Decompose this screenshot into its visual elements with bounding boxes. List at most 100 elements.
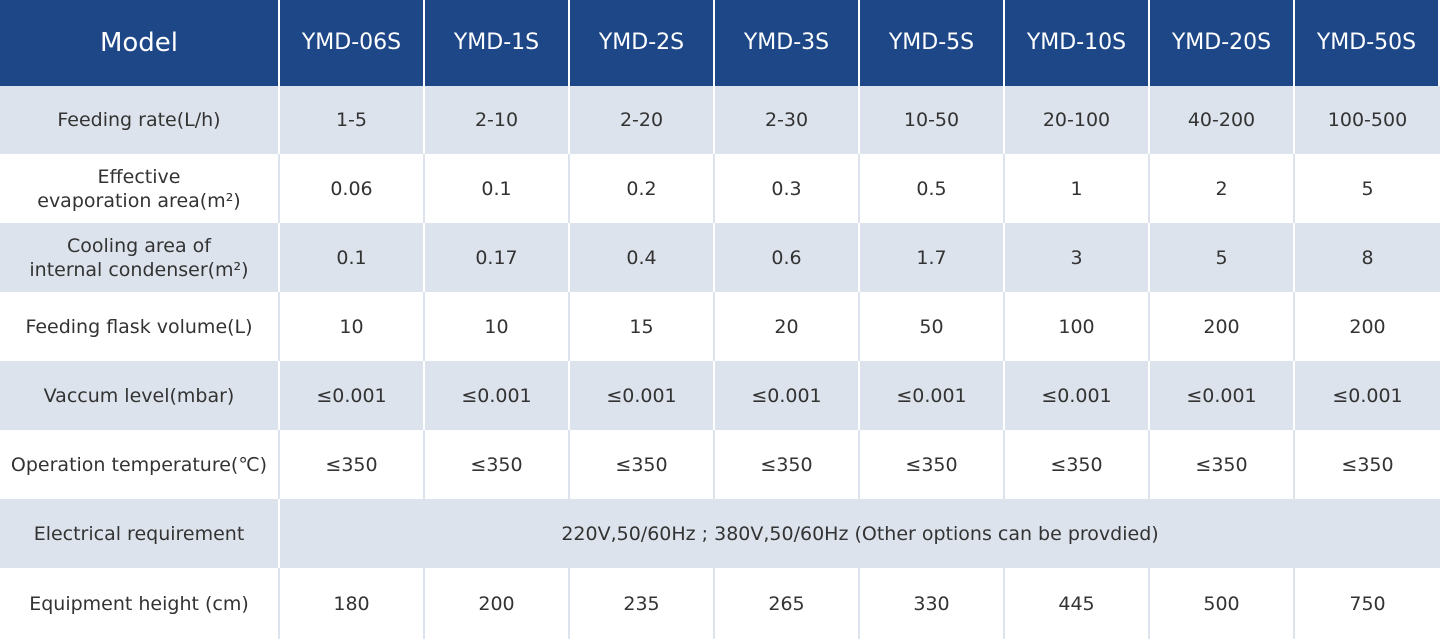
data-cell: 5 <box>1295 154 1440 223</box>
cell-value: 20-100 <box>1042 109 1111 131</box>
model-name: YMD-10S <box>1026 30 1127 55</box>
data-cell: ≤350 <box>1150 430 1295 499</box>
cell-value: 0.2 <box>626 177 657 200</box>
row-label: Operation temperature(℃) <box>10 453 268 476</box>
cell-value: 0.3 <box>771 177 802 200</box>
data-cell: 200 <box>1295 292 1440 361</box>
cell-value: 0.17 <box>475 246 518 269</box>
data-cell: ≤350 <box>860 430 1005 499</box>
data-cell: 0.5 <box>860 154 1005 223</box>
data-cell: 0.2 <box>570 154 715 223</box>
model-name: YMD-1S <box>453 30 540 55</box>
row-label-cell: Equipment height (cm) <box>0 568 280 639</box>
model-name: YMD-3S <box>743 30 830 55</box>
data-cell: 20-100 <box>1005 86 1150 154</box>
data-cell: ≤350 <box>425 430 570 499</box>
cell-value: 0.1 <box>481 177 512 200</box>
row-label: internal condenser(m²) <box>29 258 249 281</box>
cell-value: ≤0.001 <box>896 384 967 407</box>
data-cell: 235 <box>570 568 715 639</box>
cell-value: 2-10 <box>474 109 519 131</box>
data-cell: 750 <box>1295 568 1440 639</box>
data-cell: 15 <box>570 292 715 361</box>
cell-value: ≤0.001 <box>606 384 677 407</box>
data-cell: ≤0.001 <box>570 361 715 430</box>
data-cell: 500 <box>1150 568 1295 639</box>
cell-value: 2-30 <box>764 109 809 131</box>
cell-value: ≤350 <box>1341 453 1394 476</box>
cell-value: 1 <box>1070 177 1083 200</box>
data-cell: ≤0.001 <box>1150 361 1295 430</box>
header-cell: YMD-20S <box>1150 0 1295 86</box>
data-cell: 100-500 <box>1295 86 1440 154</box>
cell-value: 10-50 <box>903 109 960 131</box>
data-cell: 220V,50/60Hz ; 380V,50/60Hz (Other optio… <box>280 499 1440 568</box>
data-cell: 2-10 <box>425 86 570 154</box>
cell-value: 750 <box>1349 592 1386 615</box>
model-name: YMD-20S <box>1171 30 1272 55</box>
data-cell: 1-5 <box>280 86 425 154</box>
data-cell: 200 <box>1150 292 1295 361</box>
cell-value: 445 <box>1058 592 1095 615</box>
data-cell: 330 <box>860 568 1005 639</box>
data-cell: 180 <box>280 568 425 639</box>
data-cell: 3 <box>1005 223 1150 292</box>
cell-value: ≤0.001 <box>461 384 532 407</box>
data-cell: ≤0.001 <box>715 361 860 430</box>
data-cell: 0.06 <box>280 154 425 223</box>
row-label: Vaccum level(mbar) <box>43 384 235 407</box>
cell-value: 0.5 <box>916 177 947 200</box>
header-cell: YMD-1S <box>425 0 570 86</box>
cell-value: 0.6 <box>771 246 802 269</box>
header-cell: YMD-5S <box>860 0 1005 86</box>
header-cell: YMD-10S <box>1005 0 1150 86</box>
cell-value: 2-20 <box>619 109 664 131</box>
data-cell: ≤350 <box>715 430 860 499</box>
cell-value: 200 <box>478 592 515 615</box>
cell-value: 330 <box>913 592 950 615</box>
cell-value: 220V,50/60Hz ; 380V,50/60Hz (Other optio… <box>561 522 1159 545</box>
data-cell: 10 <box>425 292 570 361</box>
cell-value: 200 <box>1349 315 1386 338</box>
cell-value: ≤350 <box>1050 453 1103 476</box>
cell-value: ≤350 <box>760 453 813 476</box>
cell-value: 15 <box>629 315 654 338</box>
cell-value: ≤350 <box>470 453 523 476</box>
cell-value: 0.1 <box>336 246 367 269</box>
cell-value: 8 <box>1361 246 1374 269</box>
data-cell: 0.1 <box>280 223 425 292</box>
row-label-cell: Cooling area of internal condenser(m²) <box>0 223 280 292</box>
data-cell: 1.7 <box>860 223 1005 292</box>
row-label-cell: Vaccum level(mbar) <box>0 361 280 430</box>
row-label-cell: Electrical requirement <box>0 499 280 568</box>
cell-value: 20 <box>774 315 799 338</box>
cell-value: 2 <box>1215 177 1228 200</box>
cell-value: 0.06 <box>330 177 373 200</box>
data-cell: 0.17 <box>425 223 570 292</box>
cell-value: 100-500 <box>1327 109 1408 131</box>
data-cell: 50 <box>860 292 1005 361</box>
row-label: Equipment height (cm) <box>29 592 249 615</box>
cell-value: ≤350 <box>905 453 958 476</box>
cell-value: 500 <box>1203 592 1240 615</box>
data-cell: 0.1 <box>425 154 570 223</box>
data-cell: ≤350 <box>1295 430 1440 499</box>
cell-value: ≤350 <box>325 453 378 476</box>
data-cell: 40-200 <box>1150 86 1295 154</box>
cell-value: 1-5 <box>335 109 368 131</box>
row-label: evaporation area(m²) <box>37 189 241 212</box>
cell-value: ≤0.001 <box>1186 384 1257 407</box>
row-label-cell: Feeding flask volume(L) <box>0 292 280 361</box>
data-cell: ≤0.001 <box>1005 361 1150 430</box>
cell-value: 180 <box>333 592 370 615</box>
cell-value: 5 <box>1215 246 1228 269</box>
data-cell: 20 <box>715 292 860 361</box>
header-cell: YMD-06S <box>280 0 425 86</box>
cell-value: 0.4 <box>626 246 657 269</box>
data-cell: 5 <box>1150 223 1295 292</box>
data-cell: 0.3 <box>715 154 860 223</box>
data-cell: 10 <box>280 292 425 361</box>
data-cell: ≤0.001 <box>425 361 570 430</box>
header-label: Model <box>99 28 179 58</box>
header-cell: YMD-3S <box>715 0 860 86</box>
